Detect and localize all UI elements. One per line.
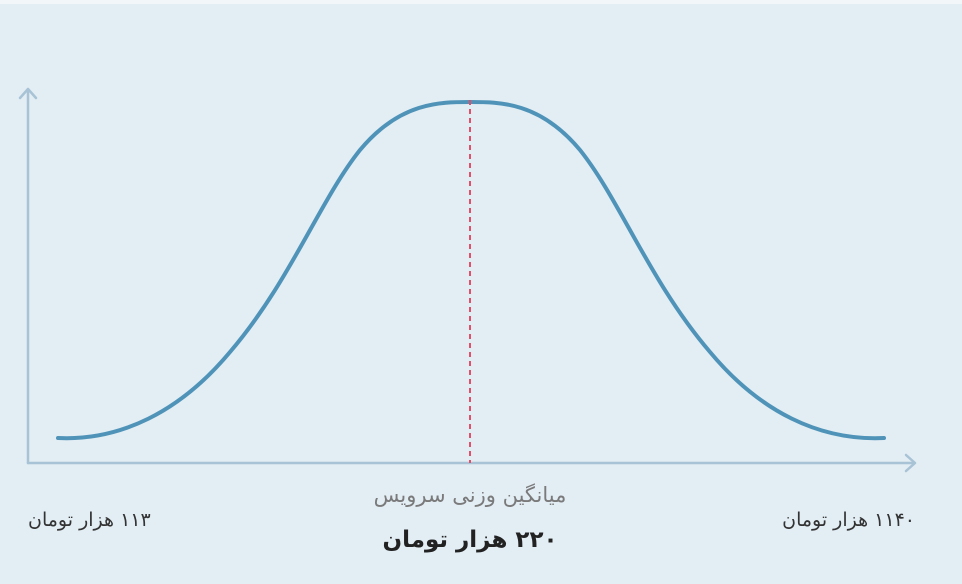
top-strip [0,0,962,4]
y-axis-arrow [18,87,38,100]
x-axis-arrow [904,453,917,473]
mean-caption: میانگین وزنی سرویس [373,483,567,507]
max-label: ۱۱۴۰ هزار تومان [782,509,915,531]
bell-curve [56,99,886,441]
mean-value: ۲۲۰ هزار تومان [382,527,558,553]
min-label: ۱۱۳ هزار تومان [28,509,151,531]
